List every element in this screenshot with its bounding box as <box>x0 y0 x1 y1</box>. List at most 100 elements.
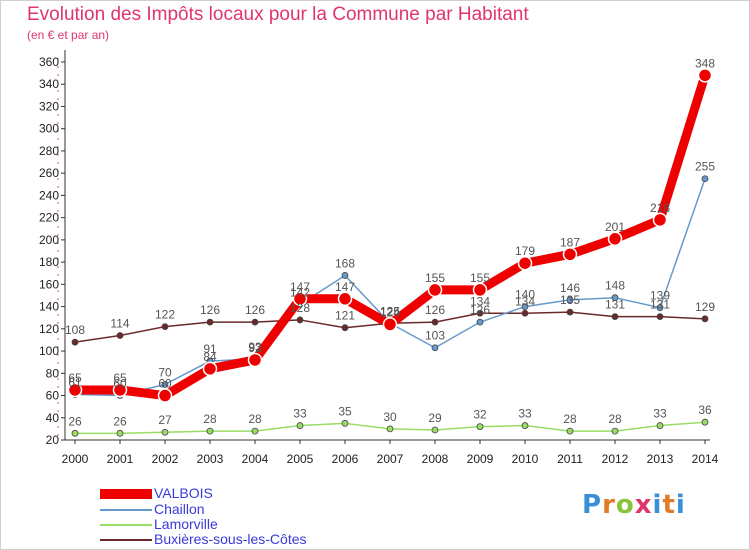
data-point-lamorville <box>656 422 664 429</box>
chart-title: Evolution des Impôts locaux pour la Comm… <box>27 4 529 25</box>
data-label-buxi-res-sous-les-c-tes: 135 <box>560 293 580 307</box>
data-point-valbois <box>472 282 488 298</box>
data-point-valbois <box>157 388 173 403</box>
data-label-lamorville: 26 <box>113 414 127 428</box>
data-label-buxi-res-sous-les-c-tes: 131 <box>650 298 670 312</box>
data-label-chaillon: 142 <box>290 285 310 299</box>
x-tick-label: 2006 <box>332 452 359 466</box>
y-tick-label: 140 <box>39 300 59 314</box>
data-label-lamorville: 28 <box>203 412 217 426</box>
data-point-chaillon <box>611 294 619 302</box>
data-label-lamorville: 29 <box>428 411 442 425</box>
data-label-chaillon: 146 <box>560 281 580 295</box>
y-tick-label: 260 <box>39 166 59 180</box>
data-point-lamorville <box>611 427 619 435</box>
x-tick-label: 2010 <box>512 452 539 466</box>
data-label-buxi-res-sous-les-c-tes: 126 <box>425 303 445 317</box>
data-label-buxi-res-sous-les-c-tes: 121 <box>335 309 355 323</box>
data-point-chaillon <box>161 381 169 388</box>
data-label-buxi-res-sous-les-c-tes: 129 <box>695 300 715 314</box>
data-label-chaillon: 61 <box>68 375 82 389</box>
data-label-chaillon: 148 <box>605 279 625 293</box>
data-label-lamorville: 30 <box>383 410 397 424</box>
data-label-buxi-res-sous-les-c-tes: 134 <box>515 294 535 308</box>
x-tick-label: 2013 <box>647 452 674 466</box>
data-point-valbois <box>427 282 443 298</box>
data-point-chaillon <box>656 304 664 312</box>
data-label-lamorville: 28 <box>608 412 622 426</box>
data-label-valbois: 124 <box>380 305 400 319</box>
data-label-valbois: 147 <box>335 280 355 294</box>
x-tick-label: 2004 <box>242 452 269 466</box>
x-tick-label: 2002 <box>152 452 179 466</box>
data-label-chaillon: 125 <box>380 304 400 318</box>
data-label-buxi-res-sous-les-c-tes: 125 <box>380 304 400 318</box>
data-point-lamorville <box>116 429 124 437</box>
data-label-valbois: 84 <box>203 350 217 364</box>
y-tick-label: 20 <box>46 433 60 447</box>
data-label-lamorville: 33 <box>653 407 667 421</box>
data-label-buxi-res-sous-les-c-tes: 108 <box>65 323 85 337</box>
y-tick-label: 240 <box>39 188 59 202</box>
data-label-valbois: 179 <box>515 244 535 258</box>
data-label-lamorville: 36 <box>698 403 712 417</box>
data-point-lamorville <box>566 427 574 435</box>
data-point-valbois <box>202 361 218 377</box>
x-tick-label: 2000 <box>62 452 89 466</box>
data-point-buxi-res-sous-les-c-tes <box>71 338 79 346</box>
data-point-buxi-res-sous-les-c-tes <box>206 318 214 326</box>
y-tick-label: 320 <box>39 99 59 113</box>
data-point-buxi-res-sous-les-c-tes <box>251 318 259 326</box>
data-label-valbois: 348 <box>695 56 715 70</box>
data-label-lamorville: 35 <box>338 404 352 418</box>
data-point-lamorville <box>431 426 439 434</box>
data-point-valbois <box>67 382 83 398</box>
chart-axes: 20 40 60 80 100 120 140 160 180 200 220 240 260 280 30… <box>39 50 719 466</box>
data-point-lamorville <box>206 427 214 435</box>
data-label-chaillon: 139 <box>650 289 670 303</box>
data-label-valbois: 65 <box>68 371 82 385</box>
data-point-valbois <box>337 291 353 307</box>
data-point-buxi-res-sous-les-c-tes <box>431 318 439 326</box>
y-tick-label: 160 <box>39 277 59 291</box>
y-tick-label: 120 <box>39 322 59 336</box>
y-tick-label: 60 <box>46 389 60 403</box>
y-tick-label: 180 <box>39 255 59 269</box>
data-label-lamorville: 26 <box>68 414 82 428</box>
data-label-valbois: 201 <box>605 220 625 234</box>
data-label-chaillon: 70 <box>158 365 172 379</box>
data-point-chaillon <box>431 344 439 352</box>
data-label-valbois: 155 <box>425 271 445 285</box>
data-point-valbois <box>562 247 578 262</box>
legend-label-chaillon: Chaillon <box>154 501 205 517</box>
data-point-chaillon <box>701 175 709 183</box>
y-tick-label: 80 <box>46 366 60 380</box>
data-point-lamorville <box>701 418 709 426</box>
x-tick-label: 2011 <box>557 452 583 466</box>
y-tick-label: 200 <box>39 233 59 247</box>
data-point-lamorville <box>341 419 349 427</box>
data-label-chaillon: 91 <box>203 342 217 356</box>
legend-label-valbois: VALBOIS <box>154 485 213 501</box>
data-point-buxi-res-sous-les-c-tes <box>116 332 124 339</box>
legend-label-lamorville: Lamorville <box>154 516 218 532</box>
x-tick-label: 2014 <box>692 452 719 466</box>
data-label-chaillon: 93 <box>248 340 262 354</box>
data-label-buxi-res-sous-les-c-tes: 126 <box>245 303 265 317</box>
data-point-valbois <box>607 231 623 247</box>
data-label-valbois: 60 <box>158 377 172 391</box>
data-point-buxi-res-sous-les-c-tes <box>476 309 484 317</box>
legend-swatch-valbois <box>100 489 152 499</box>
data-label-buxi-res-sous-les-c-tes: 131 <box>605 298 625 312</box>
data-point-chaillon <box>476 318 484 326</box>
y-tick-label: 300 <box>39 122 59 136</box>
data-label-valbois: 65 <box>113 371 127 385</box>
x-tick-label: 2001 <box>107 452 134 466</box>
y-tick-label: 100 <box>39 344 59 358</box>
x-tick-label: 2003 <box>197 452 224 466</box>
data-label-chaillon: 140 <box>515 288 535 302</box>
legend-swatch-chaillon <box>100 509 152 511</box>
data-point-lamorville <box>386 425 394 433</box>
